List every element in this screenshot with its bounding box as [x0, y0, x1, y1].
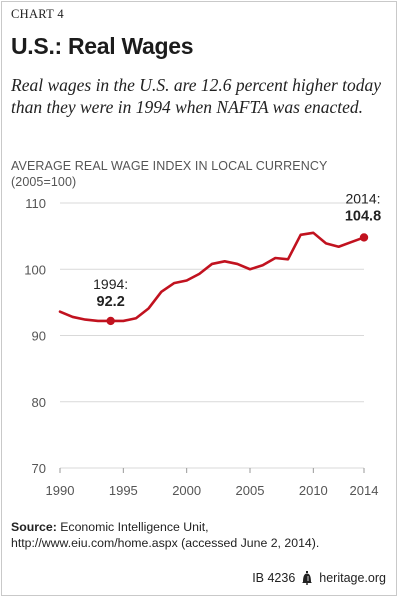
y-tick-label: 80: [32, 395, 46, 410]
footer: IB 4236 heritage.org: [252, 571, 386, 585]
y-tick-label: 110: [25, 196, 46, 211]
y-tick-label: 90: [32, 329, 46, 344]
y-tick-label: 100: [24, 262, 46, 277]
y-axis-title-line2: (2005=100): [11, 175, 77, 189]
x-tick-label: 1990: [46, 483, 75, 498]
annotation-marker: [359, 233, 369, 242]
source-url: http://www.eiu.com/home.aspx (accessed J…: [11, 536, 320, 550]
source-text: Economic Intelligence Unit,: [56, 520, 209, 534]
x-tick-label: 2010: [299, 483, 328, 498]
site-name: heritage.org: [319, 571, 386, 585]
y-tick-label: 70: [32, 461, 46, 476]
y-axis-title: AVERAGE REAL WAGE INDEX IN LOCAL CURRENC…: [11, 158, 327, 190]
chart-title: U.S.: Real Wages: [11, 33, 194, 59]
x-tick-label: 2000: [172, 483, 201, 498]
annotation-value-label: 92.2: [97, 294, 125, 310]
annotation-year-label: 1994:: [93, 276, 128, 292]
y-axis-title-line1: AVERAGE REAL WAGE INDEX IN LOCAL CURRENC…: [11, 159, 328, 173]
chart-subtitle: Real wages in the U.S. are 12.6 percent …: [11, 75, 382, 117]
annotation-year-label: 2014:: [345, 190, 380, 206]
x-tick-label: 2005: [236, 483, 265, 498]
x-tick-label: 2014: [350, 483, 379, 498]
x-tick-label: 1995: [109, 483, 138, 498]
brief-id: IB 4236: [252, 571, 296, 585]
source-label: Source:: [11, 520, 57, 534]
liberty-bell-icon: [302, 571, 313, 585]
chart-number: CHART 4: [11, 7, 64, 21]
annotation-value-label: 104.8: [345, 208, 381, 224]
annotation-marker: [106, 316, 115, 326]
source-note: Source: Economic Intelligence Unit, http…: [11, 519, 391, 551]
